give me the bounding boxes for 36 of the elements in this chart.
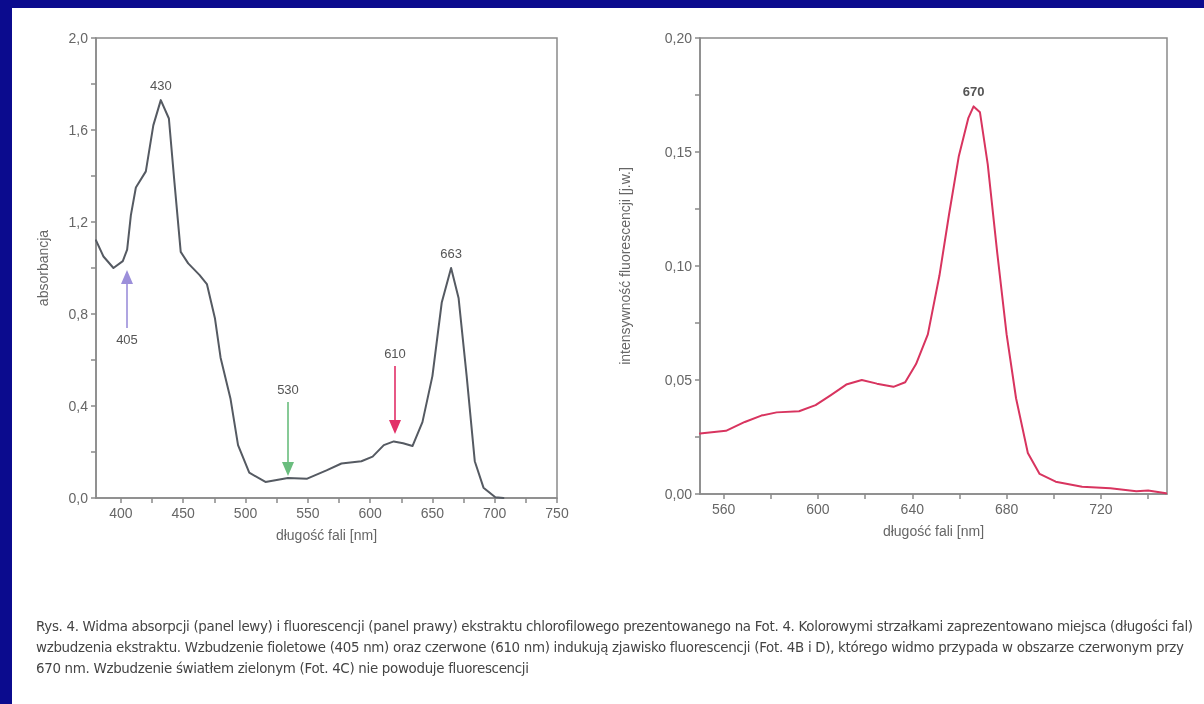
- annotation: 610: [384, 346, 406, 361]
- x-axis-title: długość fali [nm]: [882, 523, 985, 539]
- x-tick-label: 700: [483, 505, 507, 521]
- x-axis-title: długość fali [nm]: [275, 527, 378, 543]
- y-tick-label: 0,20: [664, 30, 693, 46]
- x-tick-label: 650: [420, 505, 445, 521]
- y-tick-label: 0,4: [68, 398, 89, 414]
- x-tick-label: 500: [233, 505, 258, 521]
- annotation: 670: [962, 84, 985, 100]
- y-tick-label: 0,00: [664, 486, 693, 502]
- y-tick-label: 0,0: [68, 490, 89, 506]
- y-tick-label: 0,8: [68, 306, 89, 322]
- x-tick-label: 550: [296, 505, 320, 521]
- x-tick-label: 600: [358, 505, 382, 521]
- x-tick-label: 750: [545, 505, 569, 521]
- y-tick-label: 0,05: [664, 372, 693, 388]
- y-tick-label: 0,15: [664, 144, 693, 160]
- x-tick-label: 600: [806, 501, 830, 517]
- x-tick-label: 560: [711, 501, 736, 517]
- text: Rys. 4. Widma absorpcji (panel lewy) i fluorescencji (panel prawy) ekstraktu chlorofilowego prezentowanego na Fot. 4. Kolorowymi strzałkami zaprezentowano miejsca (długości fal) wzbudzenia ekstraktu. Wzbudzenie fioletowe (405 nm) oraz czerwone (610 nm) indukują zjawisko fluorescencji (Fot. 4B i D), którego widmo przypada w obszarze czerwonym przy 670 nm. Wzbudzenie światłem zielonym (Fot. 4C) nie powoduje fluorescencji: [36, 618, 1194, 678]
- annotation: 405: [116, 332, 138, 347]
- line-series: [95, 99, 505, 499]
- y-tick-label: 0,10: [664, 258, 693, 274]
- y-axis-title: absorbancja: [35, 229, 51, 307]
- y-tick-label: 1,2: [68, 214, 89, 230]
- x-tick-label: 450: [171, 505, 196, 521]
- y-tick-label: 2,0: [68, 30, 89, 46]
- x-tick-label: 400: [109, 505, 133, 521]
- y-tick-label: 1,6: [68, 122, 89, 138]
- x-tick-label: 720: [1089, 501, 1113, 517]
- y-axis-title: intensywność fluorescencji [j.w.]: [617, 167, 633, 365]
- annotation: 430: [149, 78, 172, 94]
- x-tick-label: 680: [994, 501, 1019, 517]
- x-tick-label: 640: [900, 501, 925, 517]
- annotation: 530: [277, 382, 299, 397]
- annotation: 663: [440, 246, 462, 261]
